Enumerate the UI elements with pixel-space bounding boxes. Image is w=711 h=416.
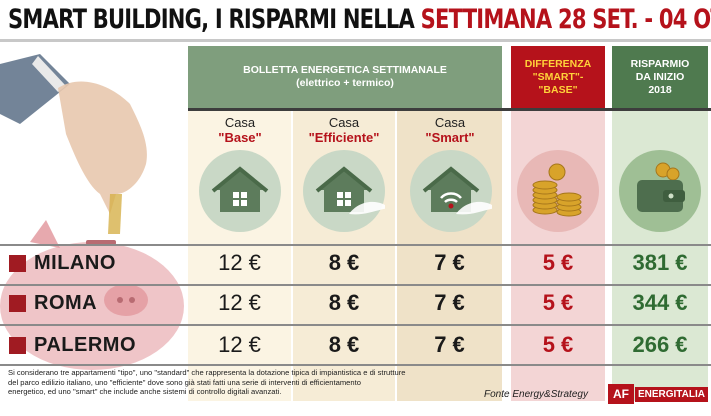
header-diff-line1: DIFFERENZA <box>524 57 592 70</box>
header-divider <box>188 108 711 111</box>
piggy-nostril-right <box>129 297 135 303</box>
row-divider <box>0 284 711 286</box>
coin-slot <box>86 240 116 245</box>
piggy-ear <box>30 220 60 248</box>
casa-efficiente-word: Casa <box>328 115 360 130</box>
house-base-icon <box>199 150 281 232</box>
energitalia-logo: AF ENERGITALIA <box>608 384 708 404</box>
casa-smart-type: "Smart" <box>425 130 475 145</box>
city-name: ROMA <box>34 291 98 314</box>
cell-differenza: 5 € <box>542 290 574 315</box>
cell-risparmio: 381 € <box>632 250 688 275</box>
casa-base-word: Casa <box>224 115 256 130</box>
house-efficiente-icon <box>303 150 385 232</box>
row-divider <box>0 364 711 366</box>
header-ris-line3: 2018 <box>648 83 672 96</box>
casa-base-type: "Base" <box>218 130 262 145</box>
header-risparmio: RISPARMIO DA INIZIO 2018 <box>612 46 708 108</box>
header-bolletta-line1: BOLLETTA ENERGETICA SETTIMANALE <box>243 64 447 76</box>
cell-differenza: 5 € <box>542 332 574 357</box>
cell-risparmio: 266 € <box>632 332 688 357</box>
wallet-icon <box>619 150 701 232</box>
leaf-smart <box>456 202 492 215</box>
cell-efficiente: 8 € <box>328 332 360 357</box>
logo-mark: AF <box>608 384 634 404</box>
cell-efficiente: 8 € <box>328 290 360 315</box>
bullet-square-icon <box>9 336 26 354</box>
logo-text: ENERGITALIA <box>634 386 708 402</box>
page-title: SMART BUILDING, I RISPARMI NELLA SETTIMA… <box>8 2 711 38</box>
source-credit: Fonte Energy&Strategy <box>484 389 588 400</box>
casa-efficiente-label: Casa "Efficiente" <box>294 115 394 145</box>
footnote-line1: Si considerano tre appartamenti "tipo", … <box>8 368 406 377</box>
piggy-bank-illustration <box>0 54 184 370</box>
footnote: Si considerano tre appartamenti "tipo", … <box>8 368 568 397</box>
wifi-icon <box>440 192 462 203</box>
cell-smart: 7 € <box>434 332 465 357</box>
bullet-square-icon <box>9 294 26 312</box>
title-lead: SMART BUILDING, I RISPARMI NELLA <box>8 4 421 35</box>
footnote-line3: energetico, ed uno "smart" che include a… <box>8 387 282 397</box>
header-bolletta-line2: (elettrico + termico) <box>296 77 394 89</box>
footnote-line2: del parco edilizio italiano, uno "effici… <box>8 377 361 387</box>
cell-base: 12 € <box>218 290 261 315</box>
bullet-square-icon <box>9 254 26 272</box>
cell-base: 12 € <box>218 250 261 275</box>
header-ris-line2: DA INIZIO <box>635 70 685 83</box>
hand-shape <box>58 81 147 214</box>
cell-differenza: 5 € <box>542 250 574 275</box>
leaf-efficiente <box>349 202 385 215</box>
house-smart-icon <box>410 150 492 232</box>
row-divider <box>0 324 711 326</box>
header-diff-line2: "SMART"- <box>532 70 584 83</box>
casa-base-label: Casa "Base" <box>190 115 290 145</box>
sleeve-shape <box>0 54 70 124</box>
casa-smart-word: Casa <box>434 115 466 130</box>
row-divider <box>0 244 711 246</box>
coin-in-hand <box>108 194 122 234</box>
city-name: MILANO <box>34 251 116 274</box>
casa-efficiente-type: "Efficiente" <box>308 130 380 145</box>
header-diff-line3: "BASE" <box>538 83 578 96</box>
title-accent: SETTIMANA 28 SET. - 04 OTT. '18 <box>420 4 711 35</box>
cell-smart: 7 € <box>434 290 465 315</box>
row-label-milano: MILANO <box>9 248 116 278</box>
row-label-roma: ROMA <box>9 288 97 318</box>
city-name: PALERMO <box>34 333 137 356</box>
cell-base: 12 € <box>218 332 261 357</box>
piggy-snout <box>104 284 148 316</box>
cell-smart: 7 € <box>434 250 465 275</box>
cell-efficiente: 8 € <box>328 250 360 275</box>
header-ris-line1: RISPARMIO <box>630 57 690 70</box>
title-divider <box>0 39 711 42</box>
header-differenza: DIFFERENZA "SMART"- "BASE" <box>511 46 605 108</box>
header-bolletta: BOLLETTA ENERGETICA SETTIMANALE (elettri… <box>188 46 502 108</box>
cuff-shape <box>32 56 66 92</box>
cell-risparmio: 344 € <box>632 290 688 315</box>
coins-icon <box>517 150 599 232</box>
row-label-palermo: PALERMO <box>9 330 136 360</box>
casa-smart-label: Casa "Smart" <box>400 115 500 145</box>
piggy-body <box>0 242 184 370</box>
piggy-nostril-left <box>117 297 123 303</box>
